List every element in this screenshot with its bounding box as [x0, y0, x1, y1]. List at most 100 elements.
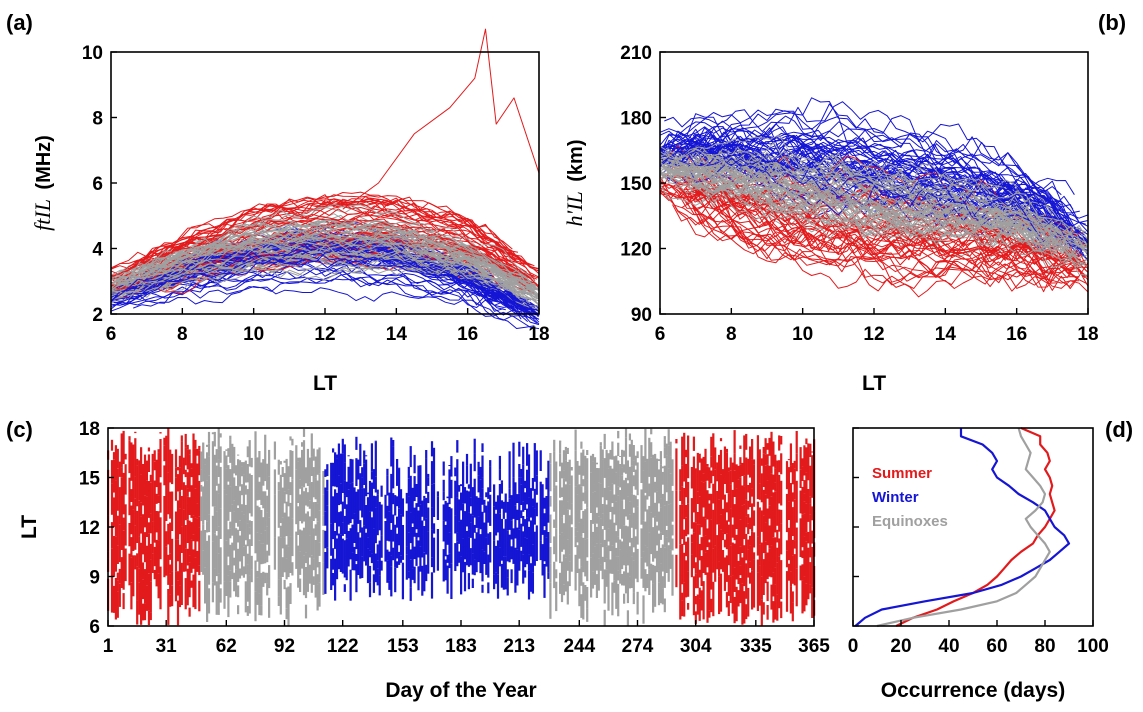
panel-c-bar-summer: [698, 453, 701, 463]
panel-c-bar-winter: [448, 465, 451, 466]
panel-c-bar-equinoxes: [628, 466, 632, 502]
panel-c-bar-equinoxes: [549, 453, 552, 464]
panel-c-bar-summer: [194, 488, 197, 518]
panel-b-x-tick-label: 16: [1006, 324, 1027, 345]
panel-c-bar-equinoxes: [623, 525, 626, 533]
panel-c-bar-winter: [401, 525, 405, 560]
panel-c-bar-summer: [801, 514, 804, 548]
panel-c-bar-winter: [427, 531, 430, 574]
panel-c-bar-summer: [679, 575, 682, 595]
panel-c-bar-winter: [368, 511, 372, 551]
panel-c-bar-summer: [704, 535, 707, 553]
panel-c-bar-equinoxes: [299, 479, 302, 489]
panel-c-bar-summer: [165, 500, 168, 521]
panel-c-bar-winter: [370, 517, 374, 554]
panel-c-bar-winter: [487, 533, 490, 545]
panel-c-bar-summer: [188, 454, 191, 480]
panel-c-bar-summer: [169, 491, 172, 519]
panel-c-bar-equinoxes: [646, 458, 649, 485]
panel-a-curve-winter: [133, 286, 535, 329]
panel-c-bar-summer: [809, 574, 812, 585]
panel-c-bar-equinoxes: [304, 467, 308, 484]
panel-c-bar-equinoxes: [555, 485, 558, 529]
panel-c-bar-equinoxes: [215, 490, 218, 512]
panel-c-bar-equinoxes: [595, 526, 599, 544]
panel-c-bar-equinoxes: [240, 511, 244, 538]
panel-c-bar-summer: [128, 436, 131, 441]
panel-c-bar-summer: [176, 600, 180, 626]
panel-c-bar-winter: [430, 484, 434, 508]
panel-c-bar-summer: [696, 594, 699, 615]
panel-c-bar-winter: [450, 547, 453, 564]
panel-c-bar-winter: [413, 476, 416, 502]
panel-c-bar-equinoxes: [314, 502, 317, 519]
panel-c-bar-summer: [140, 502, 143, 517]
panel-c-bar-summer: [174, 571, 178, 602]
panel-c-bar-summer: [683, 488, 686, 520]
panel-c-bar-winter: [460, 556, 463, 595]
panel-c-x-tick-label: 153: [387, 636, 419, 657]
panel-c-bar-summer: [725, 555, 729, 582]
panel-c-bar-equinoxes: [574, 527, 577, 537]
panel-c-bar-winter: [456, 498, 459, 533]
panel-c-bar-summer: [785, 571, 789, 612]
panel-c-bar-winter: [518, 493, 521, 530]
panel-c-bar-winter: [450, 479, 453, 499]
panel-c-bar-equinoxes: [595, 468, 599, 508]
panel-c-bar-winter: [481, 549, 484, 582]
panel-c-bar-summer: [752, 510, 756, 526]
panel-c-bar-winter: [349, 483, 352, 524]
panel-c-bar-equinoxes: [291, 450, 294, 480]
panel-c-bar-equinoxes: [642, 470, 645, 495]
panel-c-bar-winter: [351, 552, 354, 571]
panel-c-bar-summer: [741, 557, 744, 584]
panel-c-bar-winter: [432, 537, 436, 573]
panel-c-bar-winter: [388, 580, 391, 590]
panel-b-curve-winter: [680, 127, 1074, 210]
panel-c-bar-summer: [110, 439, 114, 451]
panel-c-bar-equinoxes: [661, 493, 664, 535]
panel-c-bar-winter: [337, 443, 341, 457]
panel-c-x-tick-label: 274: [622, 636, 654, 657]
panel-c-bar-summer: [731, 462, 734, 483]
panel-c-bar-equinoxes: [254, 591, 257, 603]
panel-c-bar-equinoxes: [611, 441, 614, 460]
panel-c-bar-summer: [186, 548, 189, 566]
panel-c-bar-winter: [419, 465, 422, 505]
panel-c-bar-equinoxes: [289, 583, 292, 604]
panel-c-bar-equinoxes: [273, 537, 277, 570]
panel-c-bar-winter: [477, 497, 480, 517]
panel-c-bar-equinoxes: [613, 522, 616, 551]
panel-c-bar-summer: [733, 596, 736, 624]
panel-c-bar-equinoxes: [642, 456, 645, 471]
panel-c-bar-summer: [696, 491, 699, 504]
panel-c-bar-equinoxes: [595, 543, 599, 571]
panel-c-bar-summer: [165, 435, 168, 463]
panel-c-bar-summer: [774, 567, 777, 585]
panel-c-bar-winter: [390, 437, 393, 467]
panel-c-bar-equinoxes: [667, 545, 670, 582]
panel-c-bar-equinoxes: [562, 478, 566, 515]
panel-c-bar-equinoxes: [605, 558, 608, 570]
panel-c-bar-equinoxes: [626, 610, 630, 626]
panel-c-bar-winter: [448, 553, 451, 569]
panel-c-bar-summer: [789, 571, 793, 587]
panel-c-bar-winter: [471, 488, 474, 516]
panel-c-bar-winter: [407, 478, 410, 497]
panel-c-bar-winter: [372, 495, 376, 528]
panel-c-bar-summer: [791, 492, 794, 502]
panel-c-bar-equinoxes: [217, 459, 220, 477]
panel-c-bar-summer: [690, 542, 694, 555]
panel-c-bar-summer: [122, 430, 125, 464]
panel-c-bar-equinoxes: [318, 562, 321, 583]
panel-c-bar-summer: [712, 483, 715, 504]
panel-c-bar-equinoxes: [615, 455, 618, 473]
panel-c-bar-summer: [192, 549, 195, 569]
panel-c-bar-equinoxes: [256, 505, 259, 533]
panel-c-bar-winter: [510, 569, 513, 584]
panel-c-bar-equinoxes: [233, 446, 236, 474]
panel-c-bar-equinoxes: [314, 524, 317, 536]
panel-c-bar-winter: [396, 459, 399, 486]
panel-c-bar-summer: [795, 527, 798, 569]
